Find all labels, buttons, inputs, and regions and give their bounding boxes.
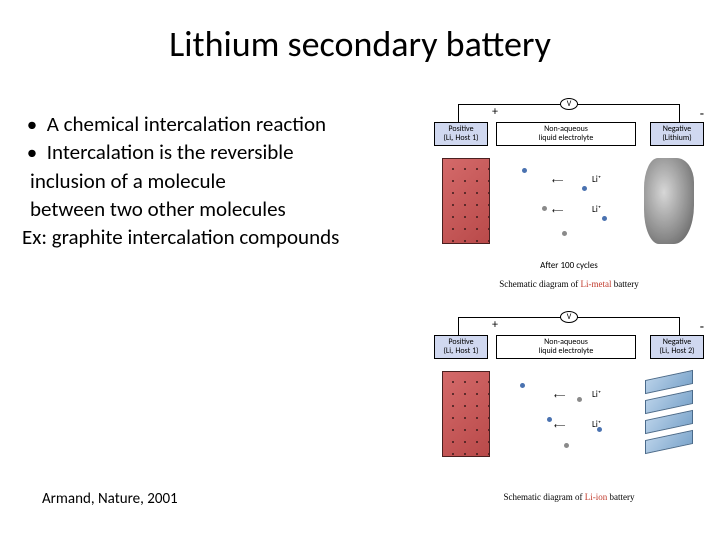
- bullet-1-text: A chemical intercalation reaction: [47, 111, 326, 137]
- minus-sign: -: [700, 318, 704, 335]
- lattice-dots-icon: [443, 159, 489, 243]
- arrow-icon: ⟵: [552, 206, 563, 216]
- right-wire: [679, 317, 680, 335]
- diagram1-caption: Schematic diagram of Li-metal battery: [499, 279, 638, 289]
- negative-label-box: Negative(Liₓ Host 2): [650, 335, 704, 359]
- electrolyte-label-box: Non-aqueousliquid electrolyte: [496, 335, 636, 359]
- arrow-icon: ⟵: [554, 391, 565, 401]
- ion-dot-icon: [582, 186, 587, 191]
- voltmeter-icon: V: [560, 98, 578, 110]
- ion-dot-icon: [522, 168, 527, 173]
- graphite-sheet-icon: [645, 430, 693, 454]
- diagram2-caption: Schematic diagram of Li-ion battery: [504, 492, 635, 502]
- plus-sign: +: [492, 318, 498, 332]
- electrolyte-region: Li⁺ Li⁺ ⟵ ⟵: [492, 369, 642, 461]
- positive-label-box: Positive(Liₓ Host 1): [434, 335, 488, 359]
- diagram-li-ion: V + - Positive(Liₓ Host 1) Non-aqueousli…: [430, 313, 708, 508]
- right-wire: [679, 104, 680, 122]
- bullet-1: • A chemical intercalation reaction: [22, 110, 417, 138]
- left-wire: [458, 104, 459, 122]
- caption-red: Li-ion: [585, 492, 608, 502]
- citation: Armand, Nature, 2001: [42, 490, 178, 508]
- ion-dot-icon: [602, 216, 607, 221]
- positive-electrode-icon: [442, 371, 490, 457]
- caption-suffix: battery: [607, 492, 634, 502]
- ion-dot-icon: [577, 397, 582, 402]
- plus-sign: +: [492, 105, 498, 119]
- line-4: between two other molecules: [30, 195, 417, 223]
- lattice-dots-icon: [443, 372, 489, 456]
- negative-label-box: Negative(Lithium): [650, 122, 704, 146]
- line-3: inclusion of a molecule: [30, 167, 417, 195]
- li-ion-label: Li⁺: [592, 389, 601, 400]
- ion-dot-icon: [547, 417, 552, 422]
- line-5: Ex: graphite intercalation compounds: [22, 223, 417, 251]
- li-ion-label: Li⁺: [592, 204, 601, 215]
- positive-electrode-icon: [442, 158, 490, 244]
- after-cycles-text: After 100 cycles: [540, 260, 598, 271]
- caption-prefix: Schematic diagram of: [504, 492, 585, 502]
- ion-dot-icon: [562, 231, 567, 236]
- ion-dot-icon: [564, 443, 569, 448]
- left-wire: [458, 317, 459, 335]
- ion-dot-icon: [542, 206, 547, 211]
- minus-sign: -: [700, 105, 704, 122]
- caption-red: Li-metal: [580, 279, 611, 289]
- ion-dot-icon: [520, 383, 525, 388]
- diagram-li-metal: V + - Positive(Liₓ Host 1) Non-aqueousli…: [430, 100, 708, 295]
- caption-prefix: Schematic diagram of: [499, 279, 580, 289]
- diagrams-container: V + - Positive(Liₓ Host 1) Non-aqueousli…: [430, 100, 708, 526]
- li-ion-label: Li⁺: [592, 419, 601, 430]
- electrolyte-label-box: Non-aqueousliquid electrolyte: [496, 122, 636, 146]
- arrow-icon: ⟵: [554, 421, 565, 431]
- slide-title: Lithium secondary battery: [0, 22, 720, 66]
- lithium-metal-icon: [644, 158, 694, 244]
- bullet-2: • Intercalation is the reversible: [22, 138, 417, 166]
- li-ion-label: Li⁺: [592, 174, 601, 185]
- bullet-2-text: Intercalation is the reversible: [47, 139, 294, 165]
- voltmeter-icon: V: [560, 311, 578, 323]
- graphite-negative-icon: [642, 371, 696, 457]
- electrolyte-region: Li⁺ Li⁺ ⟵ ⟵: [492, 156, 642, 248]
- arrow-icon: ⟵: [552, 176, 563, 186]
- caption-suffix: battery: [611, 279, 638, 289]
- positive-label-box: Positive(Liₓ Host 1): [434, 122, 488, 146]
- body-text-block: • A chemical intercalation reaction • In…: [22, 110, 417, 252]
